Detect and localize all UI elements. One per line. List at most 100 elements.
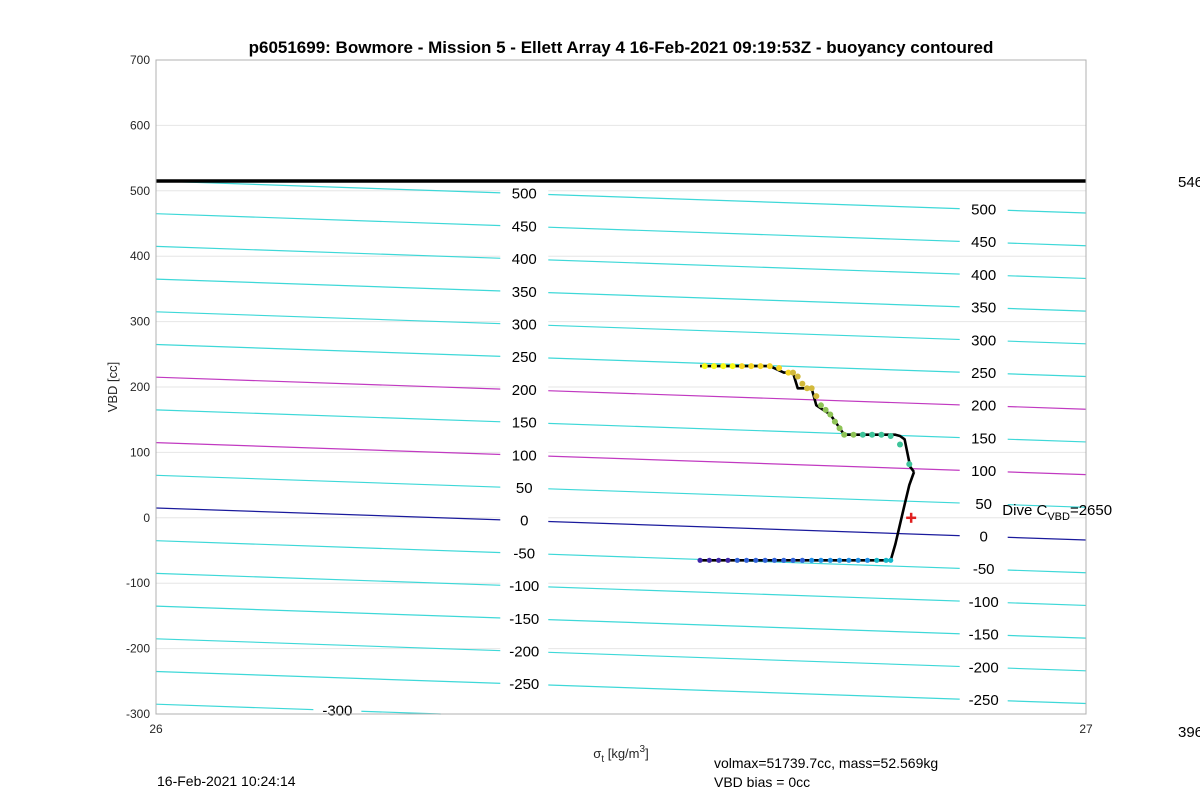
descent-point — [711, 363, 717, 370]
contour-label-bg — [959, 592, 1008, 611]
contour-line — [155, 638, 1087, 672]
contour-label: 100 — [512, 447, 537, 464]
contour-label-bg — [959, 494, 1008, 513]
descent-point — [794, 373, 801, 380]
dive-marker — [906, 512, 917, 523]
y-tick-label: 700 — [130, 53, 150, 67]
contour-label: -50 — [513, 545, 535, 562]
contour-label: -300 — [322, 702, 352, 719]
ascent-point — [874, 557, 880, 563]
descent-point — [748, 363, 755, 370]
contour-label: 100 — [971, 463, 996, 480]
contour-label-bg — [959, 265, 1008, 284]
ascent-point — [790, 557, 796, 563]
contour-label: 300 — [512, 316, 537, 333]
x-tick-label: 27 — [1079, 722, 1093, 736]
descent-point — [827, 411, 834, 418]
descent-point — [790, 369, 797, 376]
contour-label: 500 — [512, 186, 537, 203]
descent-point — [804, 385, 810, 392]
contour-label: 200 — [971, 398, 996, 415]
contour-line — [155, 670, 1087, 705]
descent-point — [878, 431, 885, 438]
descent-point — [822, 406, 829, 413]
contour-label: -250 — [509, 676, 539, 693]
contour-label-bg — [959, 691, 1008, 710]
contour-line — [155, 213, 1087, 247]
ascent-point — [697, 557, 703, 563]
contour-line — [155, 376, 1087, 410]
plot-frame — [155, 59, 1087, 715]
contour-label: -150 — [969, 627, 999, 644]
contour-label-bg — [500, 675, 549, 694]
contour-label: -50 — [973, 561, 995, 578]
contour-label: 200 — [512, 382, 537, 399]
ascent-point — [888, 557, 894, 563]
descent-point — [757, 363, 764, 370]
y-tick-label: 200 — [130, 380, 150, 394]
contour-label-bg — [959, 364, 1008, 383]
contour-label: -250 — [969, 692, 999, 709]
ascent-point — [781, 557, 787, 563]
contour-label-bg — [500, 348, 549, 367]
contour-label: 350 — [971, 300, 996, 317]
contour-label: 50 — [516, 480, 533, 497]
contour-label: -200 — [509, 643, 539, 660]
contour-label: 450 — [512, 218, 537, 235]
descent-point — [897, 441, 903, 448]
contour-label: 250 — [971, 365, 996, 382]
y-tick-label: -200 — [126, 642, 150, 656]
contour-label-bg — [500, 413, 549, 432]
descent-point — [869, 431, 876, 438]
contour-label-bg — [500, 380, 549, 399]
contour-line — [155, 278, 1087, 312]
y-tick-label: -100 — [126, 576, 150, 590]
contour-label: -100 — [969, 594, 999, 611]
x-axis-label: σt [kg/m3] — [593, 744, 648, 765]
contour-label-bg — [500, 315, 549, 334]
data-points — [697, 363, 913, 563]
descent-point — [859, 431, 866, 438]
contour-label-bg — [959, 233, 1008, 252]
contour-label-bg — [959, 331, 1008, 350]
contour-label-bg — [959, 658, 1008, 677]
right-edge-label-top: 546 — [1178, 174, 1200, 191]
annotation-dive-cvbd: Dive CVBD=2650 — [1002, 502, 1112, 523]
contour-lines: 5005004504504004003503503003002502502002… — [155, 180, 1087, 720]
contour-label-bg — [500, 511, 549, 530]
descent-point — [850, 431, 857, 438]
descent-point — [729, 363, 736, 370]
contour-label: 150 — [971, 430, 996, 447]
y-tick-label: 400 — [130, 249, 150, 263]
contour-label-bg — [500, 282, 549, 301]
descent-point — [701, 363, 708, 370]
y-tick-label: 300 — [130, 315, 150, 329]
contour-line — [155, 507, 1087, 541]
y-tick-label: 500 — [130, 184, 150, 198]
contour-label-bg — [313, 701, 362, 720]
contour-line — [155, 245, 1087, 280]
y-tick-label: 600 — [130, 118, 150, 132]
contour-label: 0 — [520, 513, 528, 530]
descent-point — [836, 425, 843, 432]
descent-point — [887, 433, 894, 440]
contour-label: 250 — [512, 349, 537, 366]
ascent-point — [753, 557, 759, 563]
contour-label: 500 — [971, 202, 996, 219]
chart-title: p6051699: Bowmore - Mission 5 - Ellett A… — [249, 38, 994, 57]
ascent-point — [855, 557, 861, 563]
right-edge-label-bottom: 396 — [1178, 724, 1200, 741]
ascent-point — [836, 557, 843, 563]
ascent-point — [725, 557, 731, 563]
contour-line — [155, 703, 441, 715]
contour-label-bg — [500, 609, 549, 628]
contour-label-bg — [500, 184, 549, 203]
contour-label-bg — [959, 625, 1008, 644]
contour-label-bg — [500, 544, 549, 563]
y-axis-label: VBD [cc] — [105, 362, 120, 413]
contour-label: -200 — [969, 659, 999, 676]
ascent-point — [883, 557, 889, 563]
footer-timestamp: 16-Feb-2021 10:24:14 — [157, 773, 296, 789]
footer-volmax: volmax=51739.7cc, mass=52.569kg — [714, 755, 939, 771]
